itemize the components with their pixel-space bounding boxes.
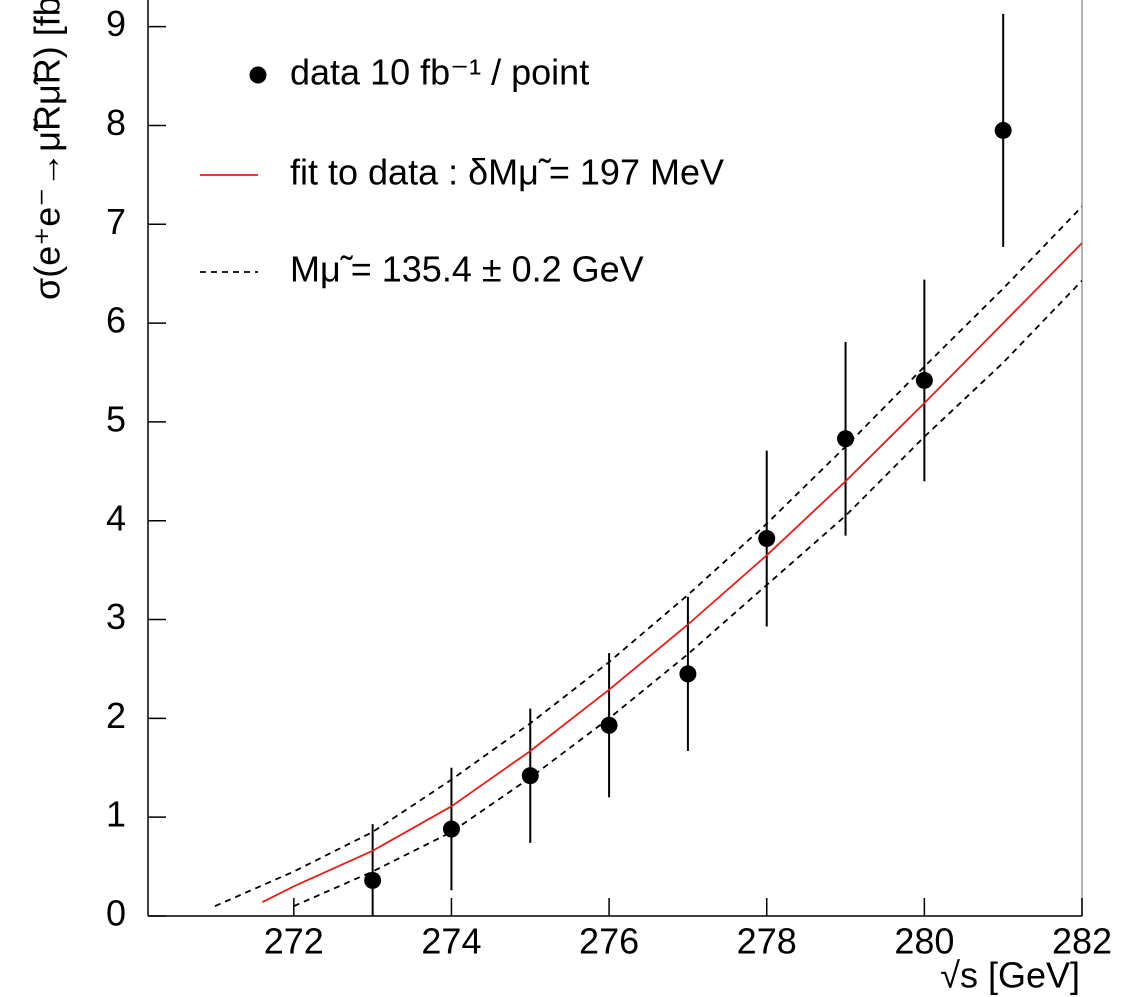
- band-lower: [293, 280, 1082, 907]
- data-point: [679, 665, 697, 683]
- y-tick-label: 6: [106, 300, 126, 341]
- legend-label: fit to data : δMμ̃ = 197 MeV: [290, 152, 724, 193]
- y-tick-label: 8: [106, 102, 126, 143]
- y-tick-label: 9: [106, 3, 126, 44]
- x-tick-label: 272: [264, 921, 324, 962]
- data-point: [915, 371, 933, 389]
- data-point: [364, 871, 382, 889]
- legend-label: Mμ̃ = 135.4 ± 0.2 GeV: [290, 249, 644, 290]
- legend-marker: [249, 66, 267, 84]
- y-tick-label: 7: [106, 201, 126, 242]
- band-upper: [214, 205, 1082, 907]
- data-point: [837, 430, 855, 448]
- data-point: [994, 121, 1012, 139]
- x-axis-label: √s [GeV]: [940, 955, 1080, 996]
- x-tick-label: 276: [579, 921, 639, 962]
- y-tick-label: 0: [106, 893, 126, 934]
- y-tick-label: 3: [106, 596, 126, 637]
- x-tick-label: 278: [737, 921, 797, 962]
- fit-line: [261, 242, 1082, 903]
- y-axis-label: σ(e⁺e⁻→μ̃Rμ̃R) [fb]: [27, 0, 68, 300]
- y-tick-label: 4: [106, 497, 126, 538]
- y-tick-label: 2: [106, 695, 126, 736]
- y-tick-label: 5: [106, 398, 126, 439]
- y-tick-label: 1: [106, 794, 126, 835]
- legend-label: data 10 fb⁻¹ / point: [290, 52, 589, 93]
- x-tick-label: 280: [894, 921, 954, 962]
- x-tick-label: 282: [1052, 921, 1112, 962]
- data-point: [521, 767, 539, 785]
- data-point: [758, 530, 776, 548]
- x-tick-label: 274: [421, 921, 481, 962]
